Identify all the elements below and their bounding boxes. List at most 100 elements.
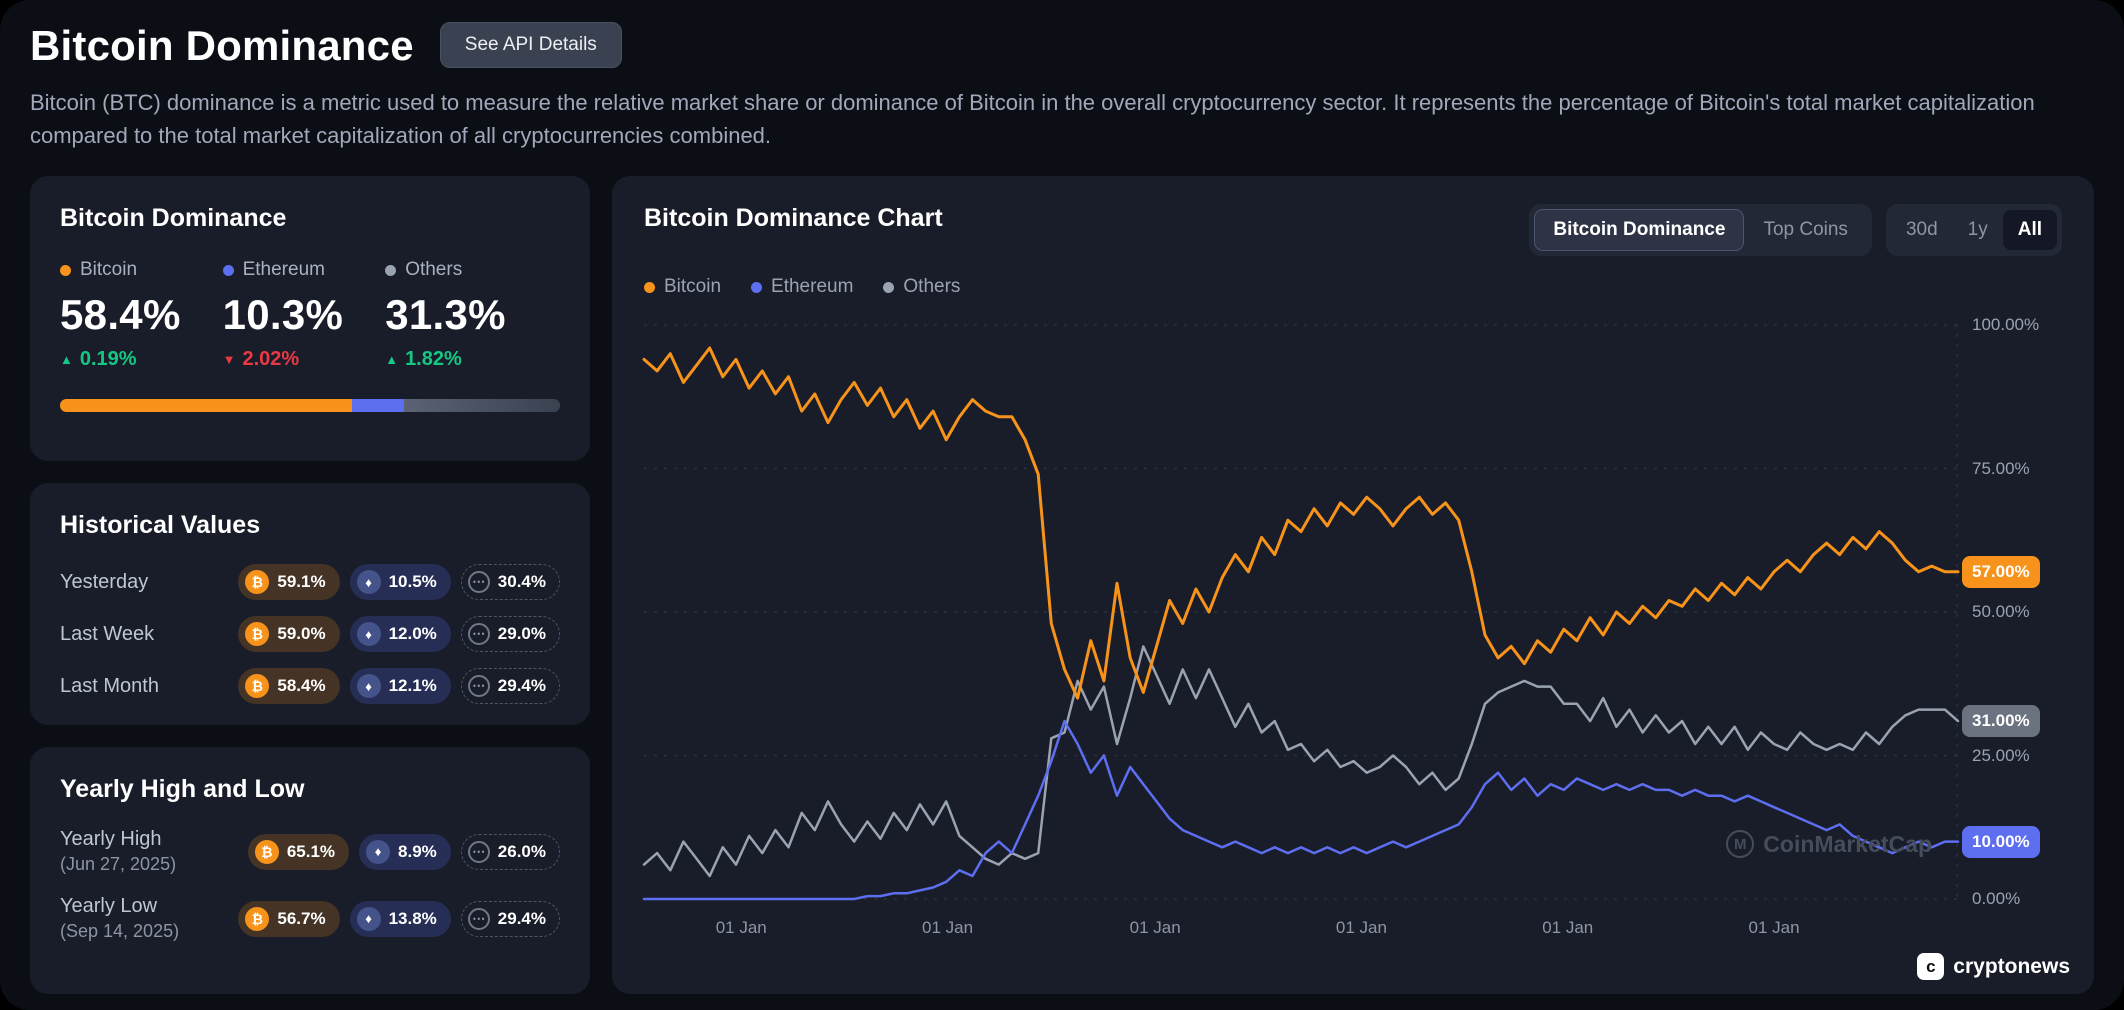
yearly-high-low-card: Yearly High and Low Yearly High (Jun 27,…	[30, 747, 590, 994]
ethereum-icon: ♦	[356, 906, 381, 931]
page-header: Bitcoin Dominance See API Details	[30, 20, 2094, 70]
eth-pill: ♦ 10.5%	[349, 564, 451, 600]
btc-pill: ₿ 58.4%	[238, 668, 340, 704]
toggle-top-coins[interactable]: Top Coins	[1744, 209, 1867, 251]
others-pill: ⋯ 29.4%	[460, 668, 560, 704]
legend-bitcoin[interactable]: Bitcoin	[644, 276, 721, 298]
left-column: Bitcoin Dominance Bitcoin 58.4% ▲ 0.19%	[30, 176, 590, 994]
page-description: Bitcoin (BTC) dominance is a metric used…	[30, 90, 2035, 148]
legend-ethereum[interactable]: Ethereum	[751, 276, 853, 298]
historical-row-last-month: Last Month ₿ 58.4% ♦ 12.1% ⋯ 29.4%	[60, 668, 560, 704]
others-pill: ⋯ 26.0%	[460, 833, 560, 870]
x-axis-tick-label: 01 Jan	[922, 918, 974, 937]
chart-body: M CoinMarketCap 01 Jan 01 Jan 01 Jan 01 Jan…	[642, 315, 2062, 937]
stat-label: Bitcoin	[80, 259, 138, 280]
historical-card-title: Historical Values	[60, 511, 261, 539]
see-api-details-button[interactable]: See API Details	[439, 22, 622, 68]
y-axis-tick-label: 100.00%	[1972, 315, 2040, 334]
btc-pill: ₿ 65.1%	[247, 833, 350, 870]
chart-controls: Bitcoin Dominance Top Coins 30d 1y All	[1529, 204, 2062, 256]
others-pill: ⋯ 30.4%	[460, 564, 560, 600]
eth-pill: ♦ 12.1%	[349, 668, 451, 704]
btc-pill: ₿ 59.1%	[238, 564, 340, 600]
ethereum-dot-icon	[222, 264, 234, 276]
range-30d-button[interactable]: 30d	[1891, 210, 1953, 250]
yearly-low-row: Yearly Low (Sep 14, 2025) ₿ 56.7% ♦ 13.8…	[60, 895, 560, 942]
others-icon: ⋯	[467, 907, 490, 930]
bitcoin-icon: ₿	[245, 570, 270, 594]
bitcoin-icon: ₿	[254, 839, 279, 864]
range-all-button[interactable]: All	[2002, 210, 2057, 250]
others-pill: ⋯ 29.4%	[460, 900, 560, 937]
yearly-card-title: Yearly High and Low	[60, 775, 305, 803]
stat-label: Others	[405, 259, 463, 280]
stat-bitcoin: Bitcoin 58.4% ▲ 0.19%	[60, 259, 181, 371]
btc-pill: ₿ 59.0%	[238, 616, 340, 652]
legend-others[interactable]: Others	[883, 276, 960, 298]
yearly-high-row: Yearly High (Jun 27, 2025) ₿ 65.1% ♦ 8.9…	[60, 828, 560, 875]
stat-label: Ethereum	[242, 259, 325, 280]
dominance-chart-svg	[642, 324, 1960, 901]
others-icon: ⋯	[467, 571, 490, 593]
bitcoin-dot-icon	[644, 281, 655, 293]
x-axis-tick-label: 01 Jan	[1748, 918, 1800, 937]
ethereum-dominance-value: 10.3%	[222, 291, 344, 338]
eth-pill: ♦ 12.0%	[349, 616, 451, 652]
current-value-badge: 57.00%	[1962, 555, 2040, 588]
current-value-badge: 31.00%	[1962, 705, 2040, 738]
time-range-selector: 30d 1y All	[1885, 204, 2062, 256]
bitcoin-change: ▲ 0.19%	[60, 348, 137, 370]
chart-type-toggle: Bitcoin Dominance Top Coins	[1529, 204, 1872, 256]
dominance-card-title: Bitcoin Dominance	[60, 204, 287, 232]
toggle-bitcoin-dominance[interactable]: Bitcoin Dominance	[1534, 209, 1745, 251]
up-arrow-icon: ▲	[60, 352, 73, 367]
dominance-stats: Bitcoin 58.4% ▲ 0.19% Ethereum 1	[60, 259, 560, 371]
cryptonews-logo: c cryptonews	[1917, 953, 2070, 980]
ethereum-icon: ♦	[356, 622, 381, 646]
others-icon: ⋯	[467, 623, 490, 645]
others-series-line	[642, 645, 1960, 878]
stat-others: Others 31.3% ▲ 1.82%	[385, 259, 506, 371]
chart-card: Bitcoin Dominance Chart Bitcoin Dominanc…	[612, 176, 2094, 994]
others-dot-icon	[883, 281, 895, 293]
stat-ethereum: Ethereum 10.3% ▼ 2.02%	[222, 259, 344, 371]
range-1y-button[interactable]: 1y	[1953, 210, 2003, 250]
bitcoin-icon: ₿	[245, 674, 270, 698]
dominance-progress-bar	[60, 399, 560, 412]
coinmarketcap-logo-icon: M	[1726, 830, 1755, 858]
down-arrow-icon: ▼	[222, 352, 236, 367]
current-value-badge: 10.00%	[1962, 825, 2040, 858]
ethereum-dot-icon	[751, 281, 763, 293]
x-axis-tick-label: 01 Jan	[715, 918, 767, 937]
historical-row-yesterday: Yesterday ₿ 59.1% ♦ 10.5% ⋯ 30.4%	[60, 564, 560, 600]
dominance-card: Bitcoin Dominance Bitcoin 58.4% ▲ 0.19%	[30, 176, 590, 461]
up-arrow-icon: ▲	[385, 352, 399, 367]
bar-segment-others	[403, 399, 560, 412]
ethereum-change: ▼ 2.02%	[222, 348, 300, 370]
bitcoin-series-line	[642, 346, 1960, 700]
coinmarketcap-watermark: M CoinMarketCap	[1726, 830, 1932, 858]
y-axis-tick-label: 25.00%	[1972, 745, 2030, 765]
eth-pill: ♦ 8.9%	[359, 833, 451, 870]
others-dominance-value: 31.3%	[385, 291, 506, 338]
others-icon: ⋯	[467, 840, 490, 863]
x-axis-tick-label: 01 Jan	[1335, 918, 1387, 937]
chart-legend: Bitcoin Ethereum Others	[644, 276, 2062, 298]
page-title: Bitcoin Dominance	[30, 22, 414, 69]
ethereum-icon: ♦	[366, 839, 391, 864]
chart-header: Bitcoin Dominance Chart Bitcoin Dominanc…	[644, 204, 2062, 256]
eth-pill: ♦ 13.8%	[349, 900, 451, 937]
bitcoin-dominance-value: 58.4%	[60, 291, 181, 338]
bar-segment-ethereum	[352, 399, 404, 412]
others-change: ▲ 1.82%	[385, 348, 462, 370]
ethereum-icon: ♦	[356, 674, 381, 698]
chart-title: Bitcoin Dominance Chart	[644, 204, 943, 232]
historical-row-last-week: Last Week ₿ 59.0% ♦ 12.0% ⋯ 29.0%	[60, 616, 560, 652]
others-icon: ⋯	[467, 675, 490, 697]
bitcoin-icon: ₿	[245, 906, 270, 931]
ethereum-icon: ♦	[356, 570, 381, 594]
btc-pill: ₿ 56.7%	[238, 900, 340, 937]
y-axis-tick-label: 75.00%	[1972, 458, 2030, 478]
others-pill: ⋯ 29.0%	[460, 616, 560, 652]
